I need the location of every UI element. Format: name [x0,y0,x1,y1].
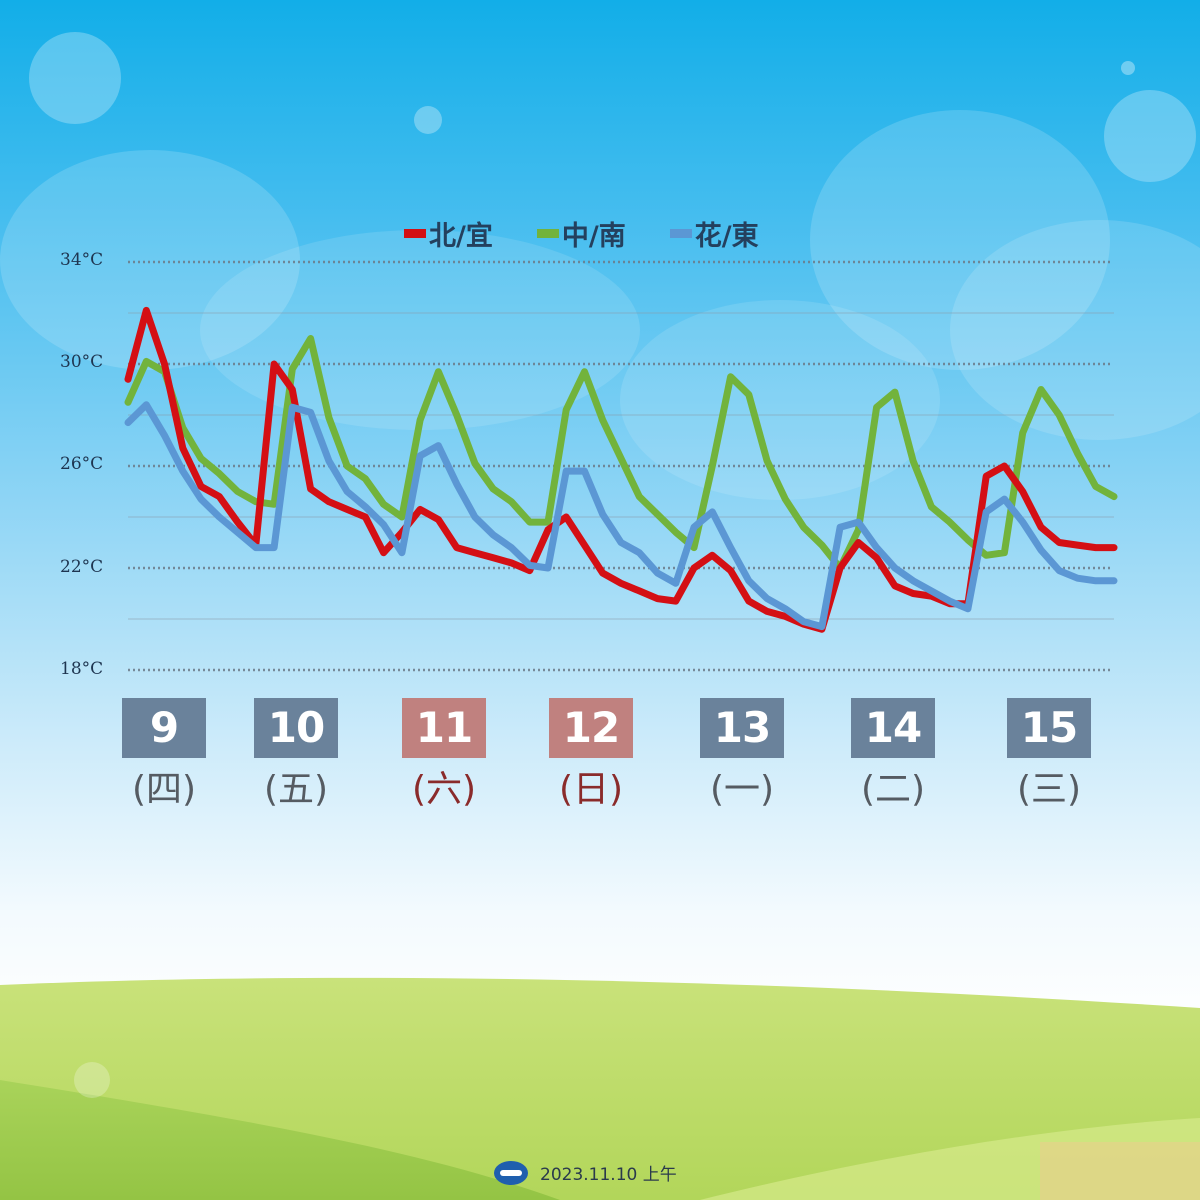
legend-item-central-south: 中/南 [536,214,626,253]
footer: 2023.11.10 上午 [494,1160,677,1185]
day-label: 15 (三) [1007,698,1091,812]
legend-item-east: 花/東 [669,214,759,253]
day-label: 14 (二) [851,698,935,812]
day-weekday: (二) [860,769,926,810]
day-weekday: (日) [558,769,624,810]
day-number-box: 10 [254,698,338,758]
day-weekday: (一) [709,769,775,810]
day-weekday: (四) [131,769,197,810]
day-number-box: 9 [122,698,206,758]
legend-swatch-north [404,229,426,238]
day-label: 9 (四) [122,698,206,812]
day-number-box: 12 [549,698,633,758]
legend-item-north: 北/宜 [404,214,493,253]
legend-swatch-central-south [536,229,559,238]
y-tick-label: 22°C [60,557,104,577]
day-label: 11 (六) [402,698,486,812]
cwa-logo-icon [494,1160,528,1185]
series-line-central-south [124,335,1118,572]
cloud-decoration [0,32,1200,500]
day-label: 12 (日) [549,698,633,812]
day-label: 10 (五) [254,698,338,812]
day-number-box: 14 [851,698,935,758]
corner-patch [1040,1142,1200,1200]
y-tick-label: 34°C [60,250,104,270]
issue-time: 2023.11.10 上午 [540,1165,677,1185]
y-tick-label: 26°C [60,454,104,474]
series-line-east [124,401,1118,631]
legend-swatch-east [669,229,692,238]
day-weekday: (三) [1016,769,1082,810]
day-number-box: 11 [402,698,486,758]
front-hill [0,1080,560,1200]
day-weekday: (五) [263,769,329,810]
chart-legend: 北/宜 中/南 花/東 [404,214,759,253]
day-weekday: (六) [411,769,477,810]
day-label: 13 (一) [700,698,784,812]
legend-label-north: 北/宜 [429,221,493,252]
y-tick-label: 18°C [60,659,104,679]
legend-label-central-south: 中/南 [561,221,626,252]
legend-label-east: 花/東 [694,221,759,252]
y-tick-label: 30°C [60,352,104,372]
day-number-box: 15 [1007,698,1091,758]
day-number-box: 13 [700,698,784,758]
